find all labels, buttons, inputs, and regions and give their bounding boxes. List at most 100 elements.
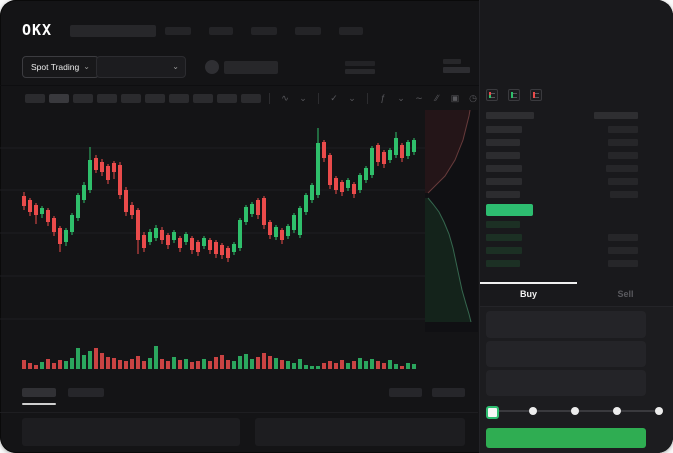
nav-item-block[interactable] — [165, 27, 191, 35]
orderbook-header-block — [594, 112, 638, 119]
book-combined-icon[interactable] — [486, 89, 498, 101]
timeframe-button[interactable] — [97, 93, 117, 103]
divider — [0, 85, 673, 86]
chart-toolbar: ∿⌄✓⌄ƒ⌄∼∕∕▣◷⤢ — [25, 92, 498, 104]
divider — [0, 412, 478, 413]
divider — [367, 92, 368, 104]
timeframe-button[interactable] — [169, 93, 189, 103]
chevron-down-icon: ⌄ — [172, 62, 179, 71]
nav-item-block[interactable] — [295, 27, 321, 35]
slider-step-dot[interactable] — [529, 407, 537, 415]
candlestick-chart[interactable] — [0, 110, 480, 337]
divider — [269, 92, 270, 104]
orders-empty-panel — [255, 418, 465, 446]
orderbook-amount-block — [608, 126, 638, 133]
orderbook-last-price[interactable] — [486, 204, 533, 216]
chevron-down-icon[interactable]: ⌄ — [299, 93, 307, 103]
orderbook-amount-block — [608, 247, 638, 254]
nav-item-block[interactable] — [251, 27, 277, 35]
buy-submit-button[interactable] — [486, 428, 646, 448]
market-type-dropdown[interactable]: Spot Trading ⌄ — [22, 56, 99, 78]
search-input[interactable] — [70, 25, 156, 37]
orderbook-layout-toggles — [486, 89, 542, 101]
order-input-field[interactable] — [486, 341, 646, 367]
depth-chart — [425, 109, 478, 332]
timeframe-button[interactable] — [217, 93, 237, 103]
timeframe-button[interactable] — [193, 93, 213, 103]
trade-side-panel: Buy Sell — [479, 0, 673, 453]
tab-order-history[interactable] — [68, 388, 104, 397]
tab-sell[interactable]: Sell — [617, 289, 634, 299]
slider-handle[interactable] — [486, 406, 499, 419]
orderbook-amount-block — [608, 139, 638, 146]
orderbook-amount-block — [608, 178, 638, 185]
bottom-action-block[interactable] — [432, 388, 465, 397]
amount-slider[interactable] — [486, 404, 663, 419]
nav-item-block[interactable] — [209, 27, 233, 35]
timeframe-button[interactable] — [25, 93, 45, 103]
orderbook-price-block[interactable] — [486, 139, 520, 146]
volume-chart — [0, 337, 480, 373]
chevron-down-icon[interactable]: ⌄ — [348, 93, 356, 103]
orderbook-amount-block — [610, 191, 638, 198]
order-input-field[interactable] — [486, 311, 646, 338]
orders-empty-panel — [22, 418, 240, 446]
timeframe-button[interactable] — [145, 93, 165, 103]
okx-logo: OKX — [22, 21, 53, 39]
orderbook-price-block[interactable] — [486, 126, 522, 133]
orderbook-amount-block — [608, 152, 638, 159]
change-stat-block — [345, 61, 375, 74]
orderbook-price-block[interactable] — [486, 191, 520, 198]
orderbook-price-block[interactable] — [486, 260, 520, 267]
orderbook-price-block[interactable] — [486, 178, 522, 185]
tab-buy[interactable]: Buy — [519, 289, 537, 299]
order-form — [480, 307, 673, 453]
stat-label-block — [443, 59, 461, 64]
nav-item-block[interactable] — [339, 27, 363, 35]
candle-type-icon[interactable]: ∿ — [281, 93, 289, 103]
history-clock-icon[interactable]: ◷ — [469, 93, 477, 103]
timeframe-button[interactable] — [121, 93, 141, 103]
trade-tabs: Buy Sell — [480, 282, 673, 307]
orderbook-header-block — [486, 112, 534, 119]
timeframe-button[interactable] — [49, 93, 69, 103]
orderbook-price-block[interactable] — [486, 165, 522, 172]
orderbook-price-block[interactable] — [486, 234, 522, 241]
slider-step-dot[interactable] — [655, 407, 663, 415]
compare-icon[interactable]: ✓ — [330, 93, 338, 103]
slider-step-dot[interactable] — [613, 407, 621, 415]
book-asks-only-icon[interactable] — [530, 89, 542, 101]
orderbook — [480, 0, 673, 280]
chevron-down-icon[interactable]: ⌄ — [397, 93, 405, 103]
ticker-stat-group — [443, 59, 470, 73]
timeframe-button[interactable] — [73, 93, 93, 103]
bottom-tabs — [0, 388, 478, 412]
draw-tool-icon[interactable]: ∕∕ — [435, 93, 439, 103]
stat-value-block — [345, 69, 375, 74]
orderbook-price-block[interactable] — [486, 152, 520, 159]
chevron-down-icon: ⌄ — [83, 62, 90, 71]
orderbook-amount-block — [608, 234, 638, 241]
pair-coin-icon — [205, 60, 219, 74]
slider-step-dot[interactable] — [571, 407, 579, 415]
order-input-field[interactable] — [486, 370, 646, 396]
indicator-fx-icon[interactable]: ƒ — [380, 93, 386, 103]
orderbook-price-block[interactable] — [486, 247, 522, 254]
timeframe-button[interactable] — [241, 93, 261, 103]
book-bids-only-icon[interactable] — [508, 89, 520, 101]
bottom-action-block[interactable] — [389, 388, 422, 397]
screenshot-icon[interactable]: ▣ — [450, 93, 460, 103]
tab-orders-active[interactable] — [22, 388, 56, 397]
divider — [318, 92, 319, 104]
active-tab-underline — [22, 403, 56, 405]
line-tool-icon[interactable]: ∼ — [415, 93, 423, 103]
last-price-block — [224, 61, 278, 74]
market-type-label: Spot Trading — [31, 62, 80, 72]
stat-label-block — [345, 61, 375, 66]
stat-value-block — [443, 67, 470, 73]
orderbook-price-block[interactable] — [486, 221, 520, 228]
pair-select-dropdown[interactable]: ⌄ — [96, 56, 186, 78]
top-nav — [165, 27, 363, 35]
